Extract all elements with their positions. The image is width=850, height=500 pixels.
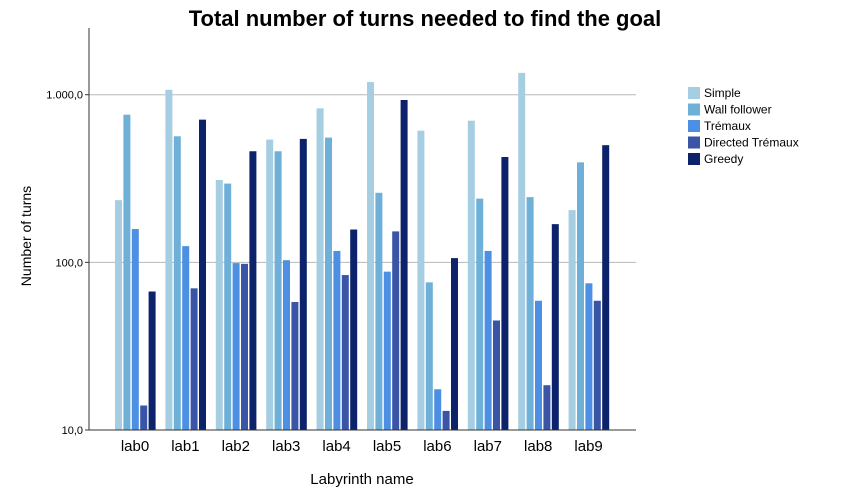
bar — [283, 260, 290, 430]
y-tick-label: 1.000,0 — [46, 90, 83, 102]
bar — [526, 197, 534, 430]
chart-title: Total number of turns needed to find the… — [189, 6, 662, 31]
bar — [182, 246, 190, 430]
bar — [224, 183, 232, 430]
bar — [383, 271, 391, 430]
y-tick-label: 10,0 — [62, 425, 83, 437]
bar — [131, 229, 139, 430]
bar — [451, 258, 458, 430]
bar — [199, 119, 206, 431]
bar — [543, 385, 551, 430]
legend-swatch — [688, 136, 700, 149]
y-axis-label: Number of turns — [18, 186, 34, 286]
bar — [215, 179, 223, 430]
bar — [577, 162, 584, 430]
x-tick-label: lab4 — [322, 438, 350, 455]
legend-label: Trémaux — [704, 119, 751, 133]
x-tick-label: lab2 — [222, 438, 250, 455]
legend-label: Greedy — [704, 152, 743, 166]
bar — [484, 250, 492, 430]
bar — [333, 250, 341, 430]
x-tick-label: lab8 — [524, 438, 552, 455]
bar — [266, 139, 274, 430]
bar — [417, 130, 425, 430]
bar — [350, 229, 358, 430]
bar — [425, 282, 433, 430]
bar — [593, 300, 601, 430]
x-tick-label: lab7 — [474, 438, 502, 455]
x-tick-label: lab3 — [272, 438, 300, 455]
bar — [274, 151, 282, 430]
bar — [190, 288, 198, 430]
bar — [568, 210, 576, 430]
bar — [173, 136, 181, 430]
bar — [476, 198, 484, 430]
y-ticks: 10,0 100,0 1.000,0 — [46, 90, 89, 437]
bar — [165, 89, 173, 431]
bar — [299, 138, 307, 430]
bar — [493, 320, 500, 430]
bar — [115, 200, 122, 430]
bar — [148, 291, 156, 430]
bar — [375, 192, 383, 430]
bar — [400, 99, 408, 431]
bar — [434, 389, 442, 430]
bar — [249, 151, 257, 430]
legend-swatch — [688, 153, 700, 165]
bar — [123, 114, 131, 430]
y-tick-label: 100,0 — [55, 257, 83, 269]
bar — [241, 263, 248, 430]
x-tick-label: lab5 — [373, 438, 401, 455]
x-tick-label: lab9 — [574, 438, 602, 455]
bar — [518, 72, 526, 430]
legend-label: Simple — [704, 86, 741, 100]
bar — [585, 283, 593, 430]
x-tick-label: lab1 — [171, 438, 199, 455]
x-tick-label: lab0 — [121, 438, 149, 455]
bar — [392, 231, 400, 430]
bar — [442, 410, 450, 430]
bar — [551, 224, 559, 430]
bar — [367, 82, 374, 430]
bars — [115, 72, 610, 431]
legend-swatch — [688, 120, 700, 132]
bar — [501, 157, 509, 430]
bar — [140, 405, 148, 430]
bar — [535, 300, 542, 430]
x-axis-label: Labyrinth name — [310, 471, 413, 488]
x-ticks: lab0 lab1 lab2 lab3 lab4 lab5 lab6 lab7 lab8 lab9 — [121, 438, 603, 455]
bar — [291, 302, 299, 430]
legend: Simple Wall follower Trémaux Directed Tréma… — [688, 86, 799, 166]
bar — [341, 275, 349, 430]
x-tick-label: lab6 — [423, 438, 451, 455]
bar — [602, 145, 610, 431]
legend-swatch — [688, 87, 700, 99]
bar — [467, 120, 475, 431]
legend-label: Wall follower — [704, 103, 772, 117]
bar — [232, 263, 240, 430]
bar — [316, 108, 324, 431]
legend-swatch — [688, 103, 700, 116]
legend-label: Directed Trémaux — [704, 136, 799, 150]
bar — [325, 137, 332, 430]
